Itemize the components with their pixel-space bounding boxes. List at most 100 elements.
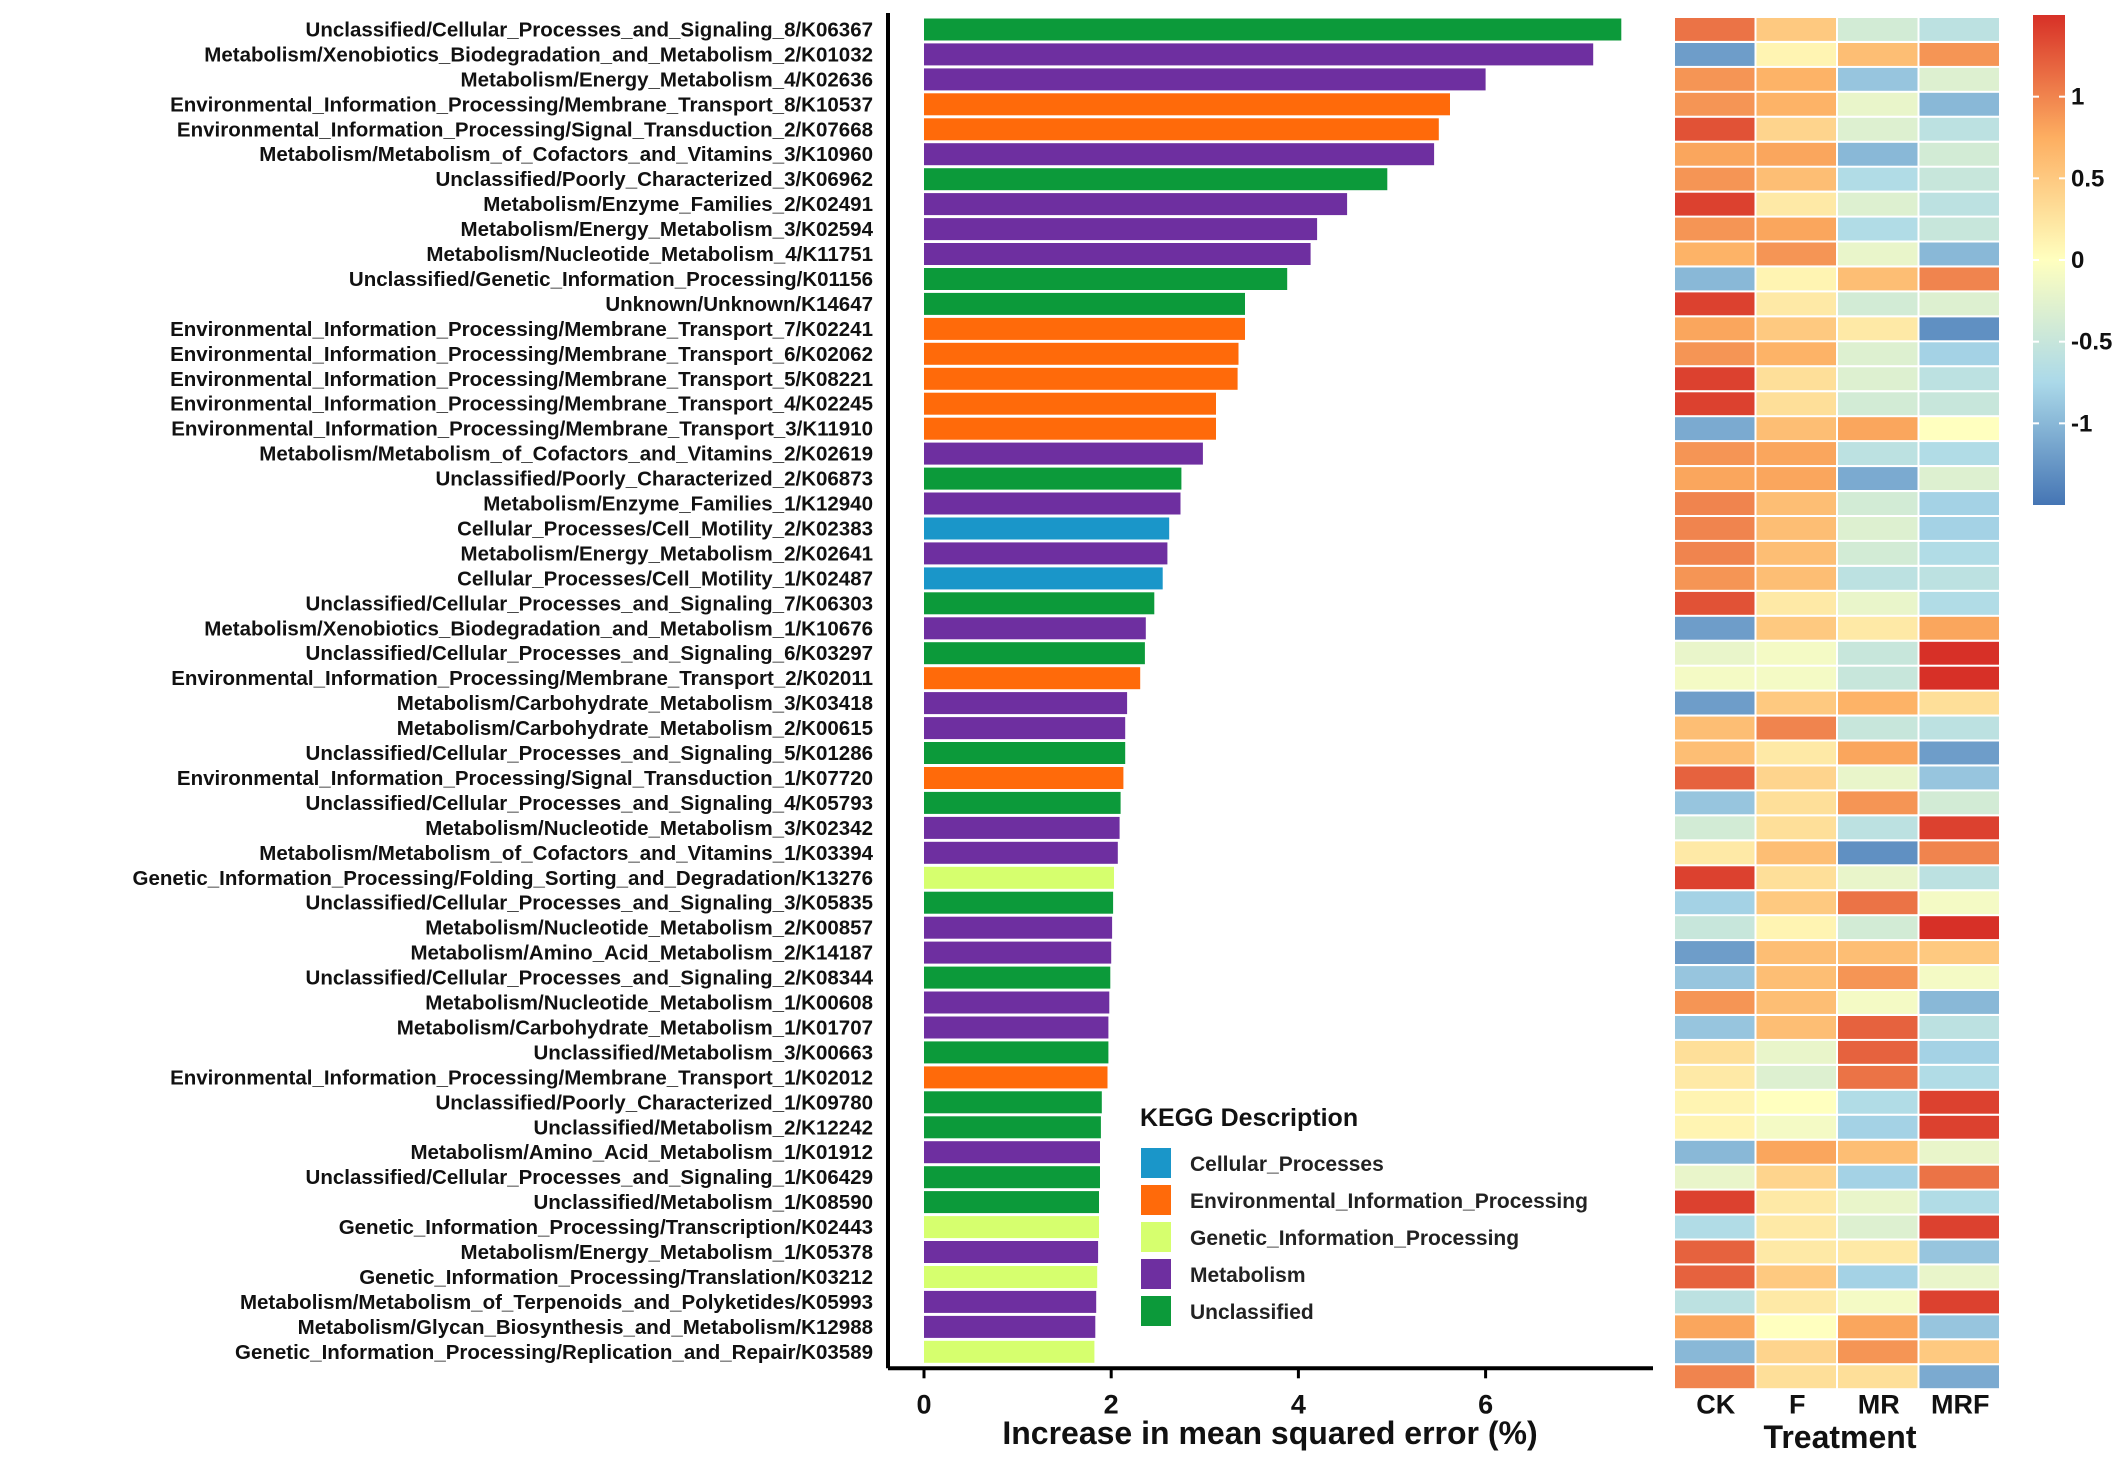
- heatmap-cell: [1756, 1365, 1836, 1389]
- heatmap-cell: [1756, 691, 1836, 715]
- heatmap-cell: [1675, 766, 1755, 790]
- heatmap-cell: [1756, 67, 1836, 91]
- heatmap-cell: [1919, 342, 1999, 366]
- heatmap-cell: [1838, 891, 1918, 915]
- heatmap-cell: [1919, 941, 1999, 964]
- bar: [924, 667, 1141, 690]
- heatmap-cell: [1756, 566, 1836, 590]
- heatmap-cell: [1756, 167, 1836, 191]
- bar: [924, 1216, 1099, 1239]
- heatmap-cell: [1675, 991, 1755, 1014]
- heatmap-cell: [1675, 716, 1755, 740]
- bar-label: Metabolism/Amino_Acid_Metabolism_2/K1418…: [410, 942, 873, 965]
- bar: [924, 1141, 1100, 1164]
- bar: [924, 567, 1163, 590]
- bar: [924, 93, 1450, 116]
- bar: [924, 417, 1216, 440]
- heatmap-cell: [1675, 392, 1755, 416]
- heatmap-cell: [1675, 1040, 1755, 1064]
- bar-label: Genetic_Information_Processing/Transcrip…: [339, 1216, 873, 1239]
- heatmap-cell: [1838, 1190, 1918, 1214]
- legend-swatch: [1141, 1185, 1171, 1215]
- bar-labels-layer: Unclassified/Cellular_Processes_and_Sign…: [133, 19, 874, 1364]
- heatmap-cell: [1756, 941, 1836, 964]
- bar-label: Metabolism/Enzyme_Families_2/K02491: [483, 193, 873, 216]
- heatmap-cell: [1838, 442, 1918, 465]
- heatmap-cell: [1838, 1290, 1918, 1314]
- heatmap-cell: [1756, 966, 1836, 989]
- bar-label: Environmental_Information_Processing/Mem…: [171, 667, 873, 690]
- heatmap-cell: [1756, 1165, 1836, 1189]
- heatmap-cell: [1756, 417, 1836, 441]
- heatmap-cell: [1838, 1165, 1918, 1189]
- bar: [924, 891, 1114, 914]
- bar: [924, 1241, 1099, 1263]
- heatmap-cell: [1675, 242, 1755, 266]
- bar-label: Metabolism/Xenobiotics_Biodegradation_an…: [204, 617, 873, 640]
- heatmap-column-label: F: [1789, 1389, 1806, 1419]
- bar: [924, 292, 1245, 315]
- heatmap-cell: [1675, 1140, 1755, 1164]
- heatmap-cell: [1919, 117, 1999, 141]
- heatmap-cell: [1756, 217, 1836, 241]
- bar-label: Metabolism/Nucleotide_Metabolism_2/K0085…: [425, 917, 873, 940]
- heatmap-cell: [1756, 1290, 1836, 1314]
- bar: [924, 1266, 1098, 1288]
- bar-label: Metabolism/Energy_Metabolism_1/K05378: [461, 1241, 873, 1264]
- bar-label: Genetic_Information_Processing/Folding_S…: [133, 867, 873, 890]
- bar-label: Unclassified/Cellular_Processes_and_Sign…: [306, 967, 874, 990]
- bar: [924, 617, 1146, 640]
- bar: [924, 68, 1486, 91]
- heatmap-cell: [1675, 1240, 1755, 1264]
- heatmap-cell: [1838, 167, 1918, 191]
- bar: [924, 342, 1239, 365]
- heatmap-cell: [1838, 916, 1918, 940]
- heatmap-cell: [1675, 517, 1755, 540]
- heatmap-cell: [1838, 367, 1918, 391]
- colorbar-tick-label: 1: [2071, 84, 2084, 111]
- legend-label: Metabolism: [1190, 1264, 1306, 1287]
- heatmap-cell: [1675, 467, 1755, 490]
- heatmap-cell: [1838, 517, 1918, 540]
- heatmap-cell: [1838, 1016, 1918, 1039]
- heatmap-cell: [1919, 217, 1999, 241]
- heatmap-cell: [1756, 1065, 1836, 1089]
- heatmap-cell: [1675, 941, 1755, 964]
- heatmap-cell: [1675, 1290, 1755, 1314]
- bar-label: Unknown/Unknown/K14647: [605, 293, 873, 316]
- bar-label: Unclassified/Metabolism_2/K12242: [533, 1116, 873, 1139]
- heatmap-cell: [1838, 117, 1918, 141]
- bar: [924, 991, 1110, 1014]
- bar: [924, 517, 1170, 540]
- x-axis: 0 2 4 6: [886, 13, 1653, 1419]
- heatmap-cell: [1675, 18, 1755, 41]
- heatmap-cell: [1756, 467, 1836, 490]
- heatmap-cell: [1919, 1190, 1999, 1214]
- heatmap-cell: [1756, 616, 1836, 640]
- legend: KEGG Description Cellular_Processes Envir…: [1140, 1104, 1588, 1326]
- heatmap-cell: [1919, 1290, 1999, 1314]
- heatmap-cell: [1838, 67, 1918, 91]
- heatmap-cell: [1675, 741, 1755, 765]
- bar-label: Unclassified/Cellular_Processes_and_Sign…: [306, 642, 873, 665]
- heatmap-cell: [1838, 242, 1918, 266]
- heatmap-cell: [1919, 442, 1999, 465]
- heatmap-cell: [1756, 891, 1836, 915]
- heatmap-cell: [1838, 1065, 1918, 1089]
- bar-label: Unclassified/Cellular_Processes_and_Sign…: [306, 892, 873, 915]
- heatmap-cell: [1919, 966, 1999, 989]
- heatmap-cell: [1919, 641, 1999, 665]
- legend-swatch: [1141, 1148, 1171, 1178]
- heatmap-cell: [1675, 641, 1755, 665]
- bar: [924, 317, 1245, 340]
- heatmap-cell: [1919, 242, 1999, 266]
- bar-label: Metabolism/Xenobiotics_Biodegradation_an…: [204, 43, 873, 66]
- bar-label: Metabolism/Energy_Metabolism_4/K02636: [461, 68, 873, 91]
- heatmap-cell: [1675, 1115, 1755, 1139]
- heatmap-cell: [1838, 741, 1918, 765]
- colorbar: 1 0.5 0 -0.5 -1: [2033, 15, 2112, 505]
- heatmap-cell: [1675, 267, 1755, 291]
- heatmap-cell: [1838, 866, 1918, 890]
- heatmap-cell: [1919, 991, 1999, 1014]
